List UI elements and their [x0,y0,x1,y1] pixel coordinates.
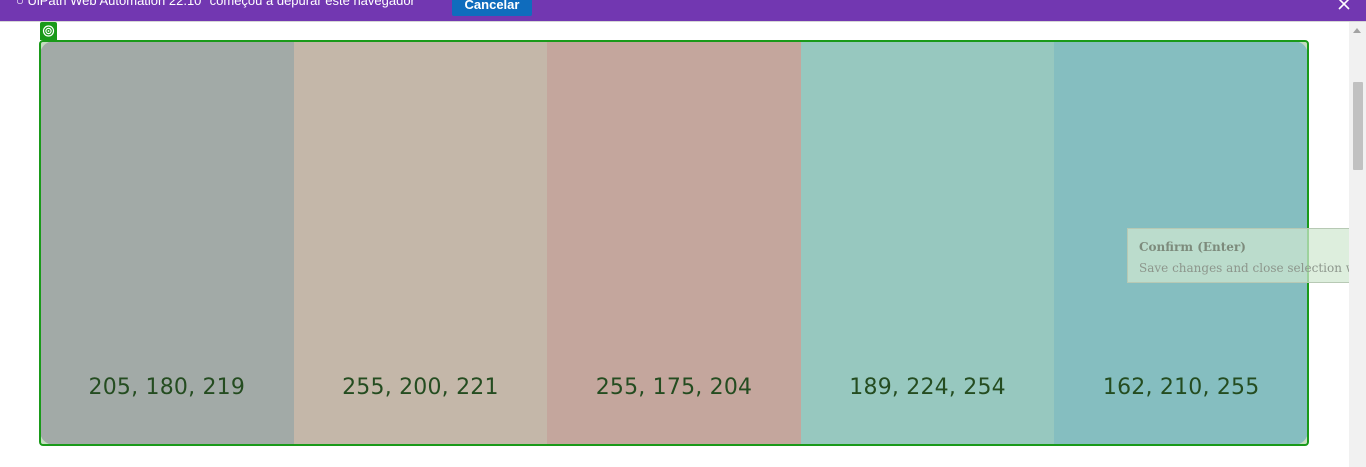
swatch-label: 255, 175, 204 [595,375,753,400]
confirm-tooltip: Confirm (Enter) Save changes and close s… [1127,228,1366,283]
debug-message: ○ UiPath Web Automation 22.10" começou a… [16,0,415,8]
color-palette: 205, 180, 219 255, 200, 221 255, 175, 20… [40,41,1308,445]
debug-notification-bar: ○ UiPath Web Automation 22.10" começou a… [0,0,1366,21]
swatch-label: 255, 200, 221 [342,375,499,400]
color-swatch-3[interactable]: 255, 175, 204 [547,41,801,445]
color-swatch-1[interactable]: 205, 180, 219 [40,41,294,445]
swatch-label: 189, 224, 254 [849,375,1006,400]
color-swatch-2[interactable]: 255, 200, 221 [293,41,548,445]
tooltip-description: Save changes and close selection wizard. [1139,261,1366,275]
info-icon: ○ [16,0,24,8]
scroll-up-arrow-icon[interactable] [1353,28,1361,33]
target-icon [42,25,55,37]
tooltip-title: Confirm (Enter) [1139,240,1246,254]
swatch-label: 162, 210, 255 [1102,375,1260,400]
bar-divider [0,21,1366,22]
cancel-debug-button[interactable]: Cancelar [452,0,532,16]
scrollbar-thumb[interactable] [1353,82,1363,170]
selection-tag[interactable] [40,22,57,40]
vertical-scrollbar[interactable] [1349,22,1366,467]
color-swatch-4[interactable]: 189, 224, 254 [800,41,1055,445]
swatch-label: 205, 180, 219 [88,375,246,400]
close-icon[interactable] [1336,0,1352,12]
